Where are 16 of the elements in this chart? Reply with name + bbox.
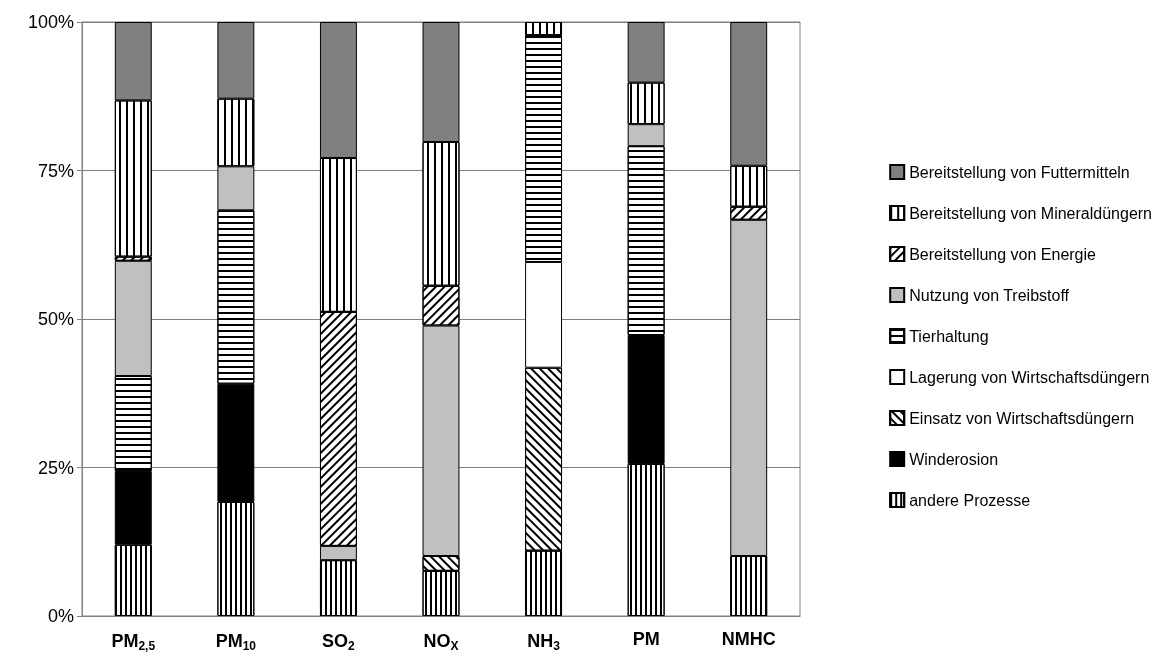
legend-label: Nutzung von Treibstoff <box>909 286 1070 304</box>
x-tick-label: NMHC <box>721 629 776 649</box>
y-tick-label: 75% <box>37 160 74 181</box>
legend-label: Lagerung von Wirtschaftsdüngern <box>909 368 1150 386</box>
y-tick-label: 0% <box>47 606 74 626</box>
legend-label: andere Prozesse <box>909 491 1031 509</box>
legend-label: Einsatz von Wirtschaftsdüngern <box>909 409 1135 427</box>
legend-label: Bereitstellung von Futtermitteln <box>909 163 1130 181</box>
y-tick-label: 50% <box>37 309 74 329</box>
y-tick-label: 25% <box>37 457 74 478</box>
y-tick-label: 100% <box>27 12 74 32</box>
legend-label: Bereitstellung von Energie <box>909 245 1097 263</box>
x-tick-label: PM <box>632 629 660 649</box>
legend-label: Bereitstellung von Mineraldüngern <box>909 204 1152 222</box>
legend-label: Winderosion <box>909 450 999 468</box>
legend-label: Tierhaltung <box>909 327 989 345</box>
